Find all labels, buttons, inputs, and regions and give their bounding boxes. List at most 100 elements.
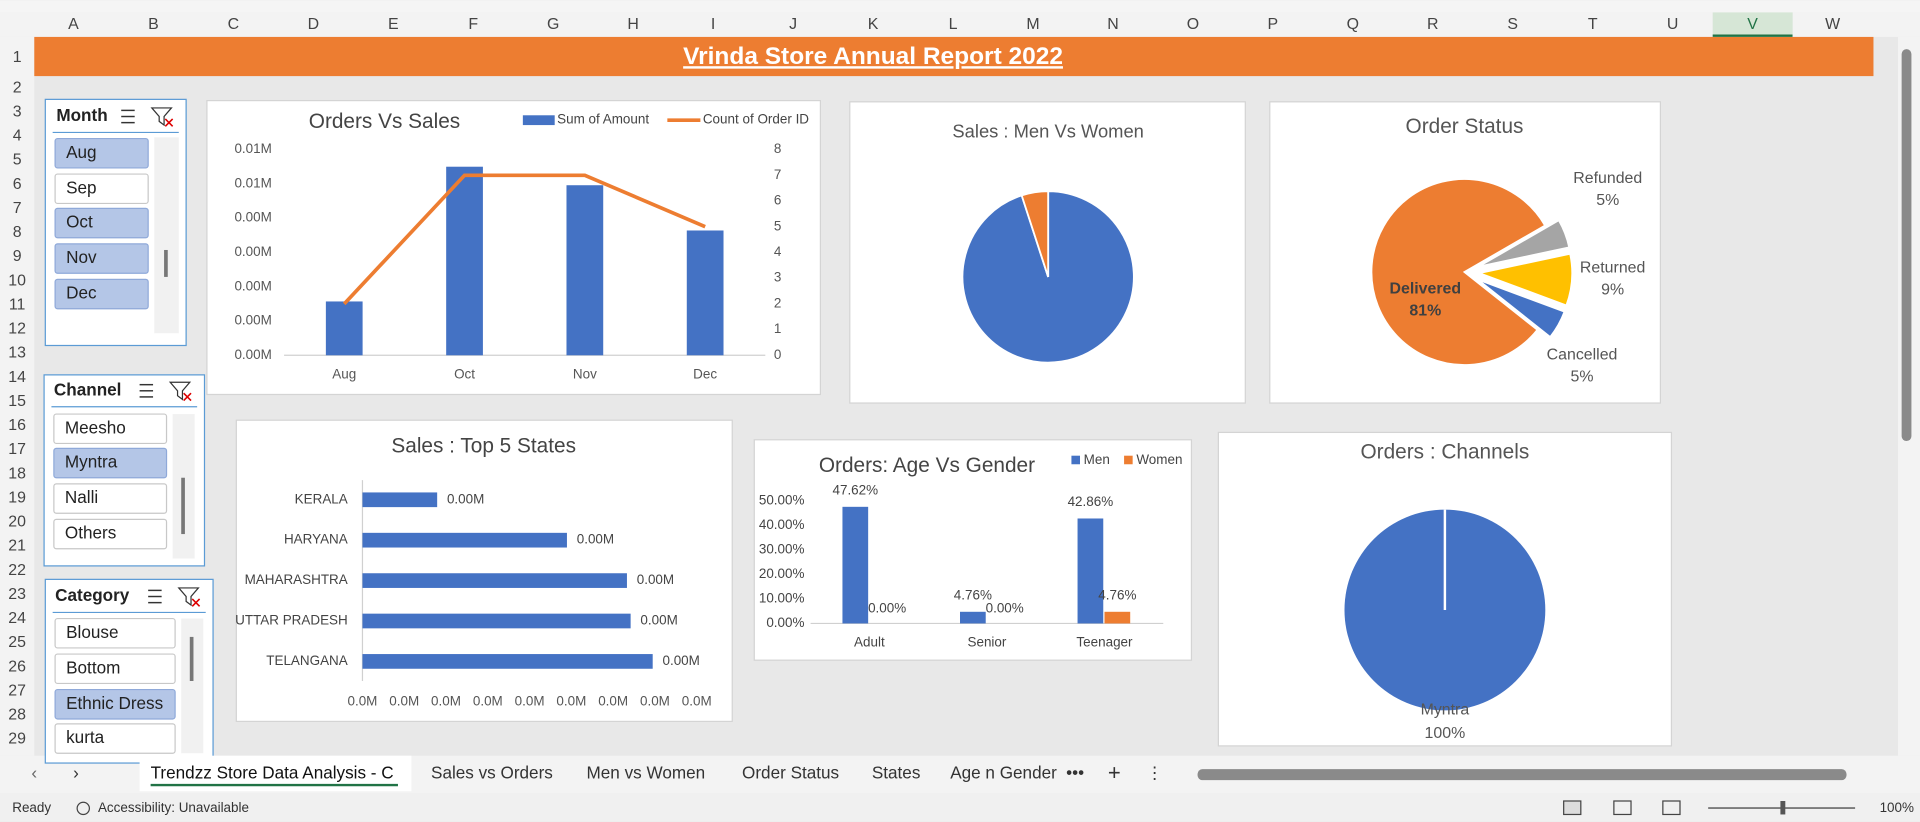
column-header[interactable]: F: [468, 16, 478, 33]
slicer-item-label[interactable]: Nalli: [65, 487, 98, 507]
clear-filter-x[interactable]: [191, 598, 201, 607]
add-sheet[interactable]: +: [1108, 760, 1121, 785]
slicer-item-label[interactable]: kurta: [66, 727, 105, 747]
column-header[interactable]: J: [789, 16, 797, 33]
horizontal-scrollbar[interactable]: [1197, 769, 1847, 781]
column-header[interactable]: P: [1268, 16, 1279, 33]
slicer-item-label[interactable]: Aug: [66, 142, 96, 162]
row-header[interactable]: 21: [8, 538, 26, 555]
column-header[interactable]: L: [949, 16, 958, 33]
sheet-tab[interactable]: Order Status: [742, 763, 839, 783]
chart-area[interactable]: [235, 419, 733, 723]
row-header[interactable]: 27: [8, 682, 26, 699]
column-header[interactable]: I: [711, 16, 715, 33]
row-header[interactable]: 26: [8, 658, 26, 675]
row-header[interactable]: 25: [8, 634, 26, 651]
row-header[interactable]: 9: [13, 248, 22, 265]
column-header[interactable]: R: [1427, 16, 1439, 33]
column-header[interactable]: U: [1667, 16, 1679, 33]
row-header[interactable]: 13: [8, 345, 26, 362]
view-normal[interactable]: [1563, 800, 1582, 816]
slicer-item[interactable]: [54, 137, 149, 169]
row-header[interactable]: 6: [13, 176, 22, 193]
column-header[interactable]: V: [1747, 16, 1758, 33]
slicer-item-label[interactable]: Dec: [66, 283, 97, 303]
clear-filter-icon[interactable]: [168, 381, 192, 401]
slicer-item[interactable]: [54, 688, 176, 720]
slicer-scroll-thumb[interactable]: [189, 636, 194, 681]
slicer-item-label[interactable]: Meesho: [65, 417, 126, 437]
chart-area[interactable]: [206, 99, 822, 396]
row-header[interactable]: 10: [8, 272, 26, 289]
row-header[interactable]: 24: [8, 610, 26, 627]
row-header[interactable]: 19: [8, 489, 26, 506]
slicer-item-label[interactable]: Nov: [66, 247, 97, 267]
row-header[interactable]: 1: [13, 49, 22, 66]
slicer-item[interactable]: [53, 413, 168, 445]
view-page-layout[interactable]: [1613, 800, 1632, 816]
row-header[interactable]: 7: [13, 200, 22, 217]
status-accessibility[interactable]: Accessibility: Unavailable: [98, 800, 249, 815]
slicer-scroll-thumb[interactable]: [181, 477, 185, 535]
slicer-scroll-thumb[interactable]: [164, 249, 168, 277]
column-header[interactable]: D: [308, 16, 320, 33]
tab-prev[interactable]: ‹: [31, 763, 37, 783]
slicer-item-label[interactable]: Myntra: [65, 452, 118, 472]
row-header[interactable]: 16: [8, 417, 26, 434]
slicer-item-label[interactable]: Bottom: [66, 657, 120, 677]
row-header[interactable]: 8: [13, 224, 22, 241]
row-header[interactable]: 5: [13, 152, 22, 169]
column-header[interactable]: W: [1825, 16, 1840, 33]
zoom-thumb[interactable]: [1780, 801, 1786, 815]
status-zoom[interactable]: 100%: [1880, 800, 1914, 815]
sheet-tab[interactable]: Trendzz Store Data Analysis - C: [151, 763, 394, 783]
row-header[interactable]: 23: [8, 586, 26, 603]
clear-filter-x[interactable]: [164, 118, 174, 127]
slicer-item[interactable]: [54, 653, 176, 685]
slicer-item[interactable]: [54, 278, 149, 310]
slicer-item[interactable]: [53, 447, 168, 479]
slicer-item-label[interactable]: Others: [65, 523, 116, 543]
slicer-item-label[interactable]: Blouse: [66, 622, 118, 642]
row-header[interactable]: 29: [8, 731, 26, 748]
more-tabs[interactable]: •••: [1066, 763, 1084, 783]
row-header[interactable]: 4: [13, 128, 22, 145]
slicer-item[interactable]: [54, 207, 149, 239]
slicer-item-label[interactable]: Oct: [66, 212, 93, 232]
sheet-tab[interactable]: Age n Gender: [950, 763, 1057, 783]
column-header[interactable]: B: [148, 16, 159, 33]
column-header[interactable]: H: [627, 16, 639, 33]
column-header[interactable]: S: [1507, 16, 1518, 33]
column-header[interactable]: E: [388, 16, 399, 33]
slicer-item-label[interactable]: Sep: [66, 177, 96, 197]
column-header[interactable]: Q: [1347, 16, 1359, 33]
slicer-item-label[interactable]: Ethnic Dress: [66, 693, 163, 713]
slicer-item[interactable]: [54, 173, 149, 205]
sheet-tab[interactable]: States: [872, 763, 921, 783]
clear-filter-x[interactable]: [183, 392, 192, 402]
column-header[interactable]: C: [228, 16, 239, 33]
row-header[interactable]: 14: [8, 369, 26, 386]
view-page-break[interactable]: [1662, 800, 1681, 816]
row-header[interactable]: 17: [8, 441, 26, 458]
row-header[interactable]: 11: [9, 296, 26, 313]
row-header[interactable]: 15: [8, 393, 26, 410]
slicer-item[interactable]: [54, 617, 176, 649]
row-header[interactable]: 20: [8, 514, 26, 531]
column-header[interactable]: N: [1107, 16, 1119, 33]
sheet-tab[interactable]: Men vs Women: [587, 763, 706, 783]
slicer-item[interactable]: [53, 483, 168, 514]
row-header[interactable]: 18: [8, 465, 26, 482]
column-header[interactable]: A: [68, 16, 79, 33]
slicer-item[interactable]: [54, 243, 149, 274]
row-header[interactable]: 28: [8, 707, 26, 724]
column-header[interactable]: O: [1187, 16, 1199, 33]
column-header[interactable]: K: [868, 16, 879, 33]
row-header[interactable]: 3: [13, 103, 22, 120]
row-header[interactable]: 2: [13, 79, 22, 96]
slicer-item[interactable]: [53, 518, 168, 550]
column-header[interactable]: G: [547, 16, 559, 33]
sheet-menu[interactable]: ⋮: [1146, 763, 1163, 783]
slicer-item[interactable]: [54, 723, 176, 754]
clear-filter-icon[interactable]: [150, 107, 173, 127]
